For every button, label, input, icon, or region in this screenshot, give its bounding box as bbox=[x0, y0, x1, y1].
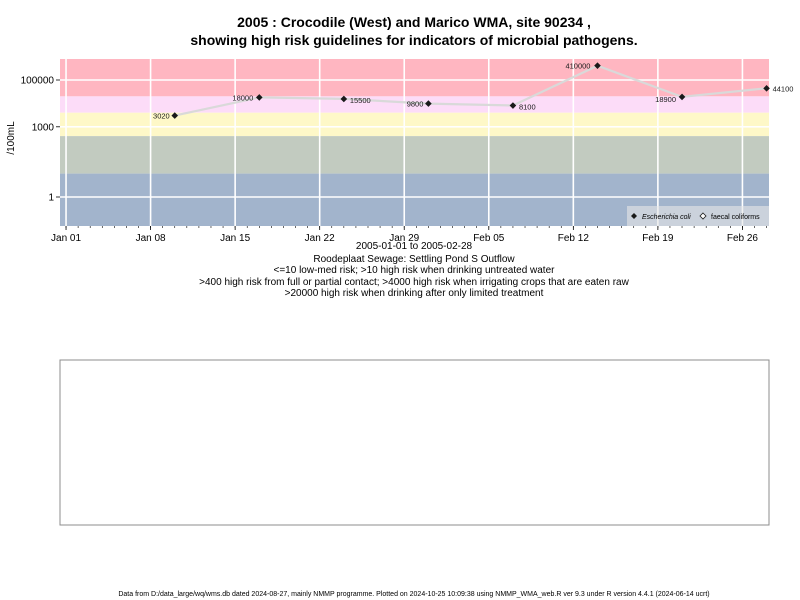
x-tick-label: Jan 08 bbox=[136, 233, 166, 244]
data-point bbox=[171, 112, 179, 119]
risk-bands bbox=[60, 59, 769, 226]
footer-note: Data from D:/data_large/wq/wms.db dated … bbox=[118, 591, 709, 598]
y-axis-label: /100mL bbox=[6, 121, 17, 155]
date-range: 2005-01-01 to 2005-02-28 bbox=[356, 241, 473, 252]
data-point bbox=[340, 95, 348, 103]
data-point bbox=[509, 102, 517, 109]
x-tick-label: Jan 15 bbox=[220, 233, 250, 244]
y-tick-label: 1 bbox=[48, 193, 54, 204]
band-10-400 bbox=[60, 136, 769, 174]
data-label: 15500 bbox=[350, 96, 371, 105]
band-above-20000 bbox=[60, 59, 769, 97]
x-tick-label: Jan 22 bbox=[305, 233, 335, 244]
data-point bbox=[594, 62, 601, 69]
data-point bbox=[425, 100, 432, 107]
y-tick-label: 100000 bbox=[21, 76, 55, 87]
data-label: 410000 bbox=[565, 62, 590, 71]
guideline-text-3: >20000 high risk when drinking after onl… bbox=[285, 288, 544, 299]
axis-ticks: Jan 01 Jan 08 Jan 15 Jan 22 Jan 29 Feb 05 Feb … bbox=[21, 76, 767, 244]
site-description: Roodeplaat Sewage: Settling Pond S Outfl… bbox=[313, 254, 515, 265]
x-tick-label: Feb 05 bbox=[473, 233, 505, 244]
filled-diamond-icon bbox=[631, 213, 637, 219]
guideline-text-1: <=10 low-med risk; >10 high risk when dr… bbox=[274, 265, 556, 276]
data-point bbox=[255, 94, 263, 101]
data-label: 18000 bbox=[232, 93, 253, 102]
data-label: 9800 bbox=[407, 100, 424, 109]
chart-title-line1: 2005 : Crocodile (West) and Marico WMA, … bbox=[237, 14, 591, 30]
grid-lines bbox=[60, 59, 769, 226]
legend-faecal: faecal coliforms bbox=[711, 214, 760, 221]
data-label: 8100 bbox=[519, 103, 536, 112]
empty-panel bbox=[59, 359, 770, 526]
x-tick-label: Feb 19 bbox=[642, 233, 674, 244]
data-label: 18900 bbox=[655, 95, 676, 104]
chart-title-line2: showing high risk guidelines for indicat… bbox=[190, 32, 637, 48]
band-4000-20000 bbox=[60, 96, 769, 113]
data-label: 3020 bbox=[153, 112, 170, 121]
data-point bbox=[763, 85, 770, 92]
x-tick-label: Jan 01 bbox=[51, 233, 81, 244]
legend-ecoli: Escherichia coli bbox=[642, 214, 691, 221]
legend-box bbox=[627, 206, 769, 226]
data-label: 44100 bbox=[773, 84, 794, 93]
x-tick-label: Feb 26 bbox=[727, 233, 759, 244]
x-tick-label: Feb 12 bbox=[558, 233, 590, 244]
open-diamond-icon bbox=[699, 212, 707, 220]
y-tick-label: 1000 bbox=[32, 122, 55, 133]
legend: Escherichia coli faecal coliforms bbox=[627, 206, 769, 226]
data-point bbox=[678, 93, 686, 101]
guideline-text-2: >400 high risk from full or partial cont… bbox=[199, 277, 629, 288]
band-400-4000 bbox=[60, 112, 769, 137]
series-layer: 3020 18000 15500 9800 8100 410000 18900 44100 bbox=[153, 62, 793, 121]
series-line bbox=[174, 64, 767, 117]
x-tick-label: Jan 29 bbox=[389, 233, 419, 244]
